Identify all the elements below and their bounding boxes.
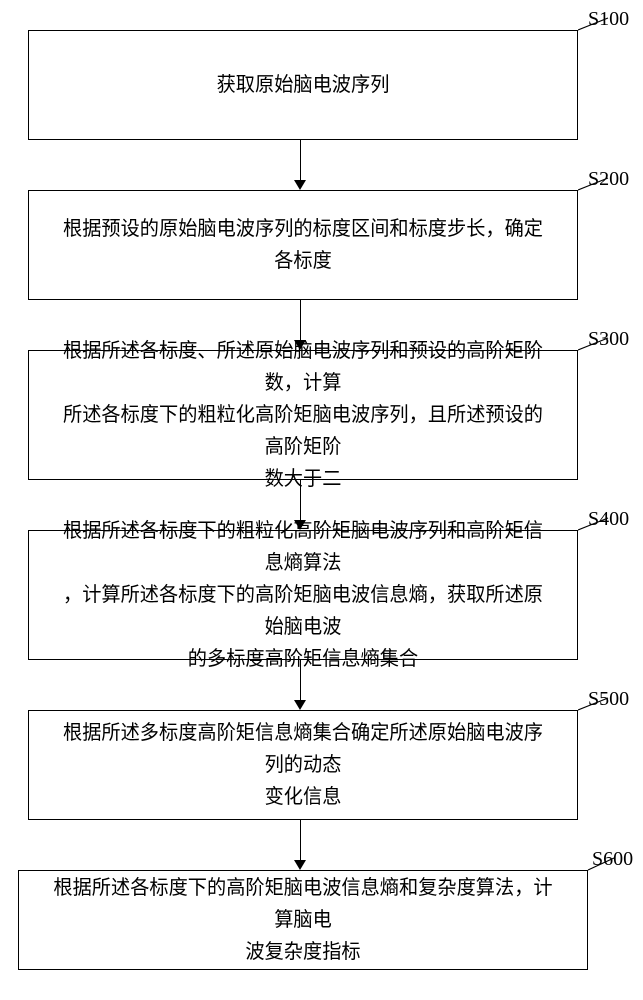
step-text-s200: 根据预设的原始脑电波序列的标度区间和标度步长，确定各标度 (55, 213, 550, 277)
connector-s200-s300 (300, 300, 301, 340)
connector-s100-s200 (300, 140, 301, 180)
step-box-s300: 根据所述各标度、所述原始脑电波序列和预设的高阶矩阶数，计算 所述各标度下的粗粒化… (28, 350, 578, 480)
leader-line-s400 (578, 516, 610, 532)
flowchart-canvas: 获取原始脑电波序列 S100 根据预设的原始脑电波序列的标度区间和标度步长，确定… (0, 0, 643, 1000)
connector-s400-s500 (300, 660, 301, 700)
step-box-s600: 根据所述各标度下的高阶矩脑电波信息熵和复杂度算法，计算脑电 波复杂度指标 (18, 870, 588, 970)
step-text-s400: 根据所述各标度下的粗粒化高阶矩脑电波序列和高阶矩信息熵算法 ，计算所述各标度下的… (55, 515, 550, 675)
step-box-s500: 根据所述多标度高阶矩信息熵集合确定所述原始脑电波序列的动态 变化信息 (28, 710, 578, 820)
leader-line-s300 (578, 336, 610, 352)
leader-line-s500 (578, 696, 610, 712)
step-text-s600: 根据所述各标度下的高阶矩脑电波信息熵和复杂度算法，计算脑电 波复杂度指标 (46, 872, 561, 968)
leader-line-s600 (586, 856, 618, 872)
step-text-s300: 根据所述各标度、所述原始脑电波序列和预设的高阶矩阶数，计算 所述各标度下的粗粒化… (55, 335, 550, 495)
step-text-s500: 根据所述多标度高阶矩信息熵集合确定所述原始脑电波序列的动态 变化信息 (55, 717, 550, 813)
step-box-s400: 根据所述各标度下的粗粒化高阶矩脑电波序列和高阶矩信息熵算法 ，计算所述各标度下的… (28, 530, 578, 660)
leader-line-s200 (578, 176, 610, 192)
connector-s500-s600 (300, 820, 301, 860)
arrowhead-s100-s200 (294, 180, 306, 190)
step-text-s100: 获取原始脑电波序列 (217, 69, 390, 101)
connector-s300-s400 (300, 480, 301, 520)
arrowhead-s500-s600 (294, 860, 306, 870)
step-box-s100: 获取原始脑电波序列 (28, 30, 578, 140)
leader-line-s100 (578, 16, 610, 32)
arrowhead-s400-s500 (294, 700, 306, 710)
step-box-s200: 根据预设的原始脑电波序列的标度区间和标度步长，确定各标度 (28, 190, 578, 300)
